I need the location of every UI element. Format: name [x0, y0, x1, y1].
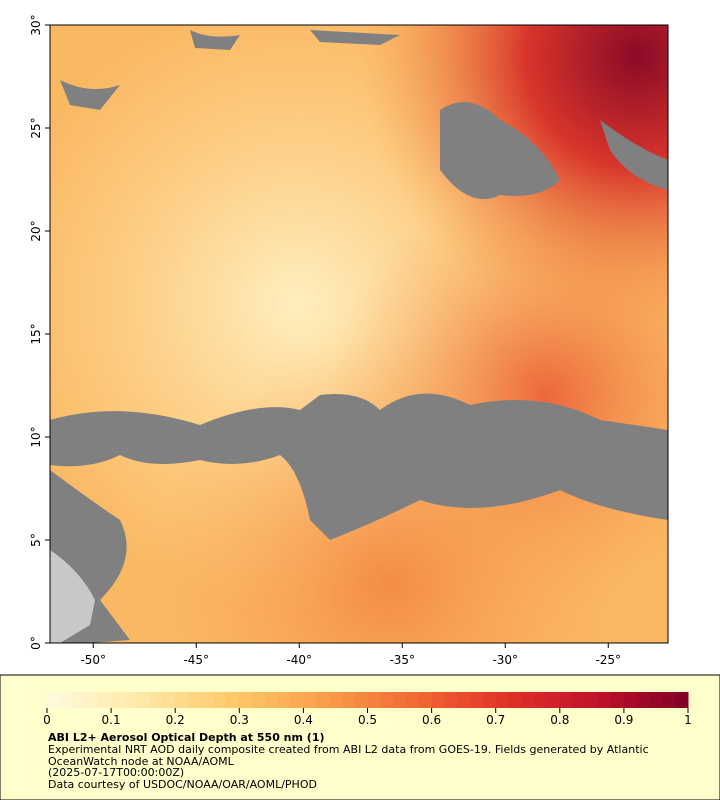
colorbar-step — [341, 692, 356, 708]
colorbar-step — [572, 692, 586, 708]
lat-tick-label: 25° — [29, 117, 43, 138]
colorbar-step — [316, 692, 330, 708]
lon-tick-label: -35° — [389, 653, 415, 667]
colorbar-step — [598, 692, 612, 708]
colorbar-step — [290, 692, 304, 708]
colorbar-step — [418, 692, 433, 708]
colorbar-step — [585, 692, 599, 708]
colorbar-step — [495, 692, 510, 708]
colorbar-step — [188, 692, 202, 708]
caption-line: Data courtesy of USDOC/NOAA/OAR/AOML/PHO… — [48, 777, 317, 791]
colorbar-tick-label: 0.7 — [486, 713, 505, 727]
lat-tick-label: 5° — [29, 533, 43, 547]
colorbar-step — [59, 692, 74, 708]
colorbar-tick-label: 0.8 — [550, 713, 569, 727]
colorbar-step — [47, 692, 61, 708]
lon-tick-label: -50° — [80, 653, 106, 667]
colorbar-step — [367, 692, 381, 708]
colorbar-step — [393, 692, 407, 708]
caption-line: OceanWatch node at NOAA/AOML — [48, 754, 234, 768]
colorbar-step — [482, 692, 497, 708]
colorbar-step — [559, 692, 574, 708]
colorbar-step — [200, 692, 215, 708]
colorbar-tick-label: 1 — [684, 713, 692, 727]
colorbar-tick-label: 0.3 — [230, 713, 249, 727]
colorbar-tick-label: 0.6 — [422, 713, 441, 727]
colorbar-step — [521, 692, 535, 708]
colorbar-step — [226, 692, 240, 708]
lat-tick-label: 30° — [29, 14, 43, 35]
colorbar-step — [149, 692, 163, 708]
caption-line: (2025-07-17T00:00:00Z) — [48, 766, 185, 779]
colorbar-step — [252, 692, 266, 708]
colorbar-step — [354, 692, 368, 708]
colorbar-step — [534, 692, 548, 708]
colorbar-step — [98, 692, 112, 708]
colorbar-step — [611, 692, 625, 708]
colorbar-step — [123, 692, 138, 708]
colorbar-step — [239, 692, 253, 708]
colorbar-step — [175, 692, 189, 708]
colorbar-step — [72, 692, 86, 708]
colorbar-step — [431, 692, 445, 708]
colorbar-step — [623, 692, 638, 708]
colorbar-step — [213, 692, 227, 708]
colorbar-step — [303, 692, 317, 708]
colorbar-step — [405, 692, 420, 708]
colorbar-step — [111, 692, 125, 708]
lat-tick-label: 15° — [29, 323, 43, 344]
colorbar-tick-label: 0 — [43, 713, 51, 727]
map-raster — [50, 25, 668, 643]
caption-title: ABI L2+ Aerosol Optical Depth at 550 nm … — [48, 731, 325, 744]
colorbar-step — [380, 692, 394, 708]
colorbar-step — [162, 692, 176, 708]
colorbar-step — [675, 692, 689, 708]
colorbar-tick-label: 0.9 — [614, 713, 633, 727]
colorbar-step — [264, 692, 279, 708]
colorbar-step — [636, 692, 651, 708]
colorbar-tick-label: 0.1 — [102, 713, 121, 727]
lat-tick-label: 0° — [29, 636, 43, 650]
colorbar-tick-label: 0.4 — [294, 713, 313, 727]
colorbar-step — [444, 692, 458, 708]
colorbar-step — [508, 692, 522, 708]
colorbar-step — [136, 692, 151, 708]
colorbar-step — [662, 692, 676, 708]
lat-tick-label: 10° — [29, 426, 43, 447]
caption-line: Experimental NRT AOD daily composite cre… — [48, 743, 649, 756]
colorbar-step — [546, 692, 561, 708]
lon-tick-label: -25° — [595, 653, 621, 667]
colorbar-step — [277, 692, 292, 708]
colorbar-step — [470, 692, 484, 708]
colorbar-step — [329, 692, 343, 708]
colorbar-step — [649, 692, 663, 708]
colorbar-step — [457, 692, 471, 708]
lon-tick-label: -30° — [492, 653, 518, 667]
colorbar-tick-label: 0.2 — [166, 713, 185, 727]
lat-tick-label: 20° — [29, 220, 43, 241]
lon-tick-label: -40° — [286, 653, 312, 667]
colorbar-step — [85, 692, 99, 708]
colorbar-tick-label: 0.5 — [358, 713, 377, 727]
lon-tick-label: -45° — [183, 653, 209, 667]
